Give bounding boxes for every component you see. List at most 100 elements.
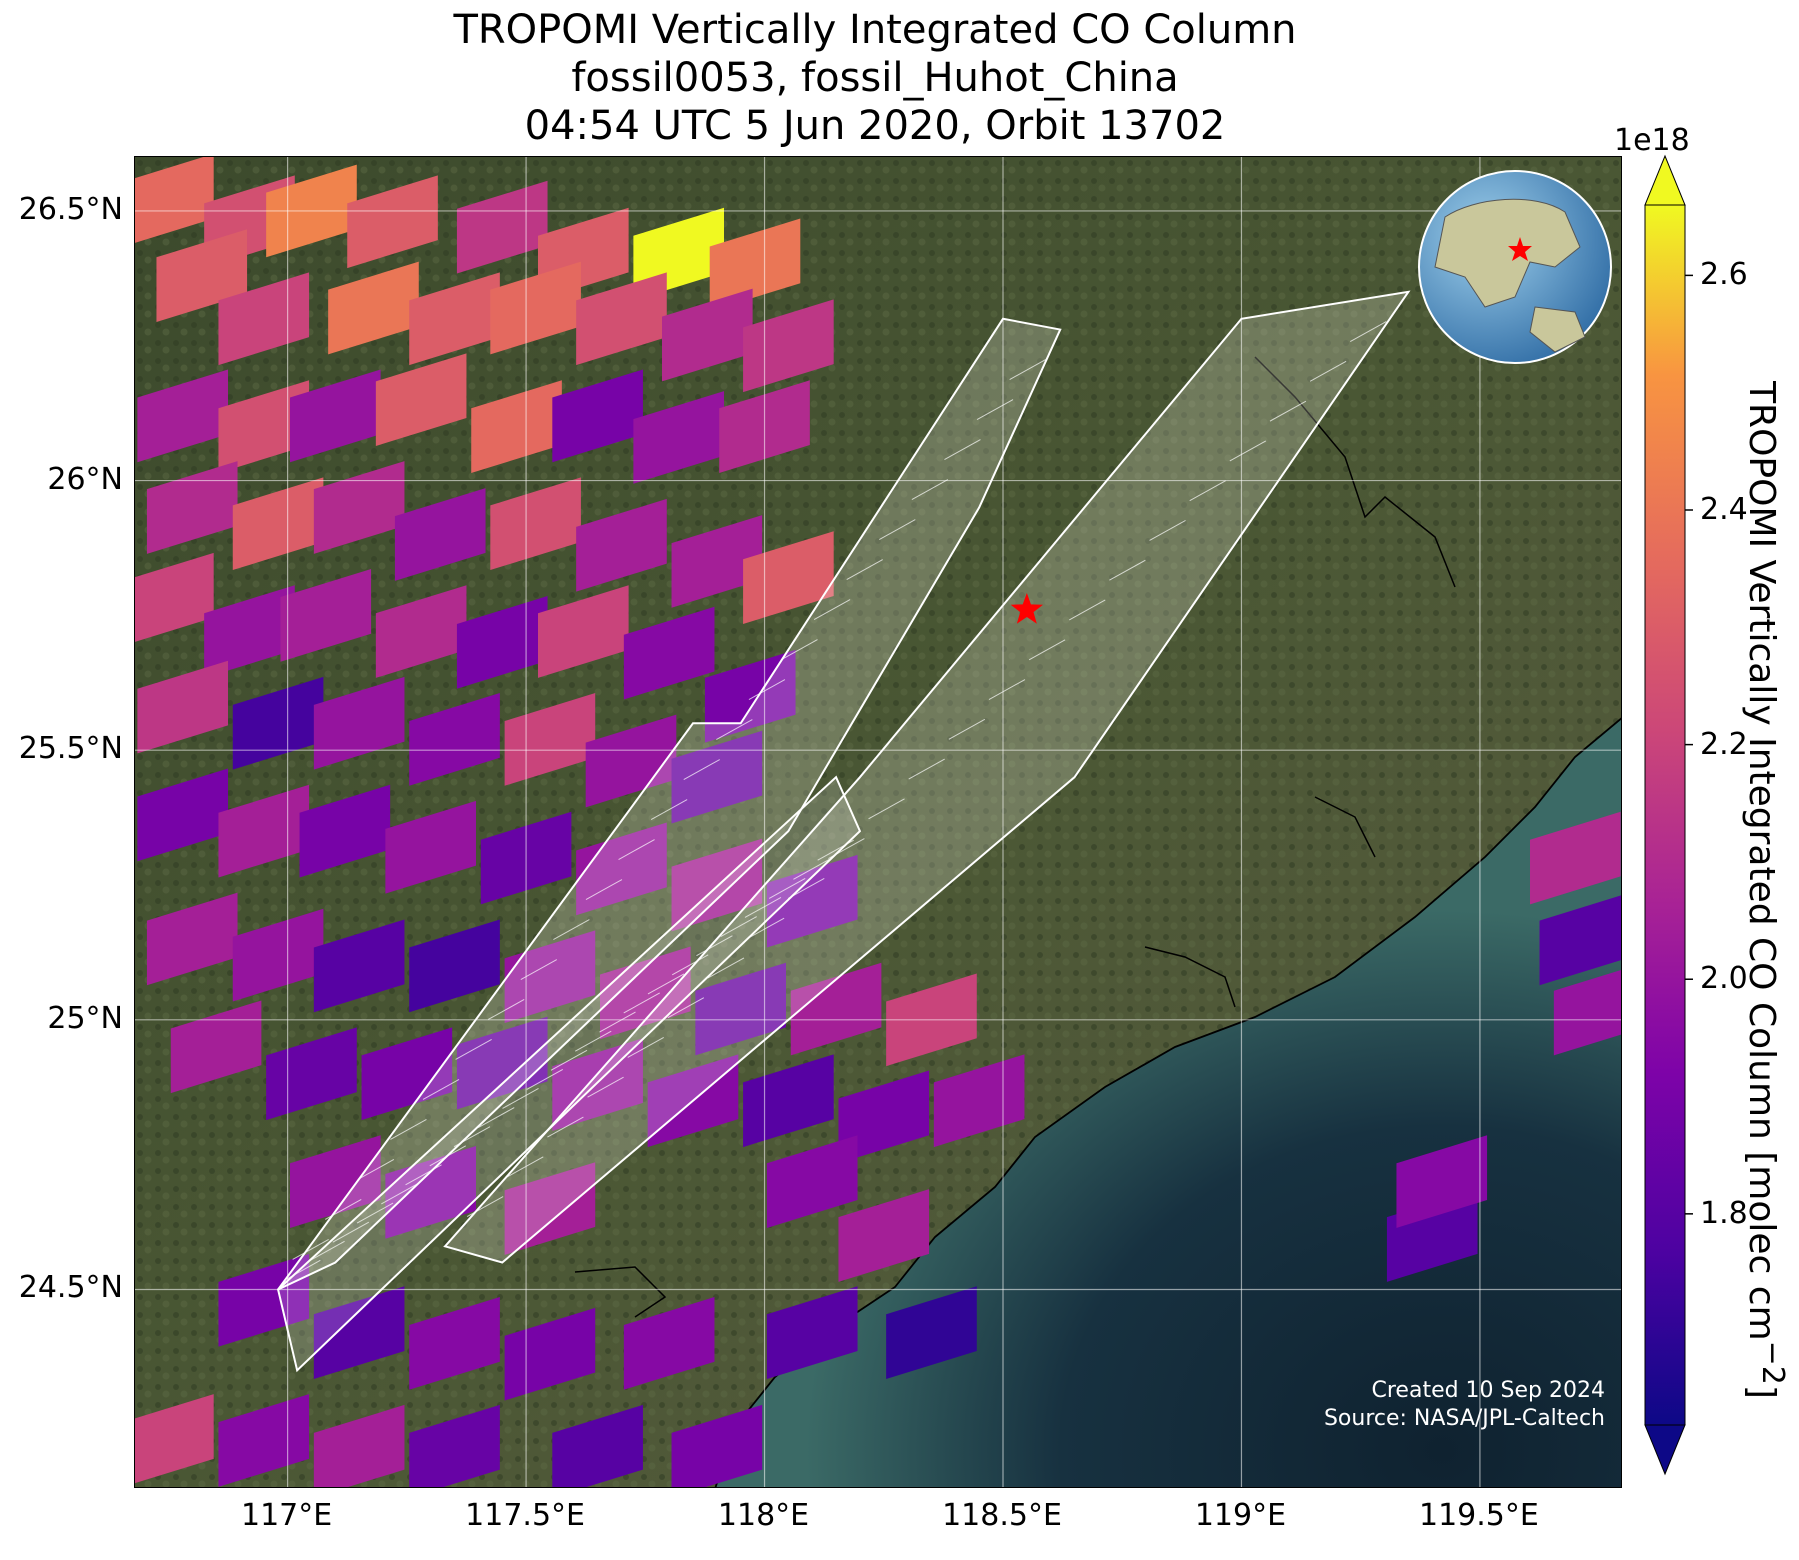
swath-grid-line xyxy=(547,1116,584,1138)
swath-grid-line xyxy=(381,1183,418,1205)
source-credit: Source: NASA/JPL-Caltech xyxy=(1323,1406,1605,1431)
swath-grid-line xyxy=(520,959,558,980)
co-pixel xyxy=(766,1286,858,1379)
swath-grid-line xyxy=(911,479,949,500)
swath-grid-line xyxy=(793,858,830,880)
swath-grid-line xyxy=(908,758,945,780)
swath-grid-line xyxy=(357,1159,395,1180)
longitude-tick-label: 118°E xyxy=(717,1498,810,1533)
swath-grid-line xyxy=(1350,321,1387,343)
colorbar-label-exponent: −2 xyxy=(1755,1340,1790,1385)
longitude-tick-label: 117.5°E xyxy=(465,1498,585,1533)
basemap xyxy=(135,157,1621,1487)
co-pixel xyxy=(218,380,310,473)
co-pixel xyxy=(743,1054,834,1148)
swath-grid-line xyxy=(292,1239,329,1260)
co-pixel xyxy=(232,676,324,770)
site-marker xyxy=(1010,592,1044,624)
co-pixel xyxy=(1396,1135,1488,1228)
swath-grid-line xyxy=(1309,360,1347,382)
co-pixel xyxy=(290,369,381,463)
latitude-tick-label: 26°N xyxy=(47,461,123,497)
swath-grid-line xyxy=(587,1076,624,1098)
co-pixel xyxy=(375,353,467,447)
swath-grid-line xyxy=(1069,599,1106,621)
map-panel[interactable]: Created 10 Sep 2024 Source: NASA/JPL-Cal… xyxy=(134,156,1622,1488)
swath-grid-line xyxy=(487,999,525,1020)
longitude-tick-label: 119.5°E xyxy=(1419,1498,1539,1533)
swath-grid-line xyxy=(550,1049,588,1071)
longitude-tick-label: 119°E xyxy=(1194,1498,1287,1533)
co-pixel xyxy=(585,714,677,808)
swath-grid-line xyxy=(526,1068,563,1090)
co-pixel xyxy=(1539,895,1621,986)
co-pixel xyxy=(409,1404,500,1487)
swath-grid-line xyxy=(988,679,1026,700)
swath-grid-line xyxy=(868,798,905,820)
colorbar-tick-label: 2.4 xyxy=(1700,492,1748,527)
swath-grid-line xyxy=(817,839,854,861)
co-pixel xyxy=(361,1027,453,1121)
co-pixel xyxy=(137,369,228,463)
colorbar-gradient xyxy=(1644,204,1686,1426)
latitude-tick-label: 24.5°N xyxy=(18,1270,123,1306)
longitude-tick-label: 117°E xyxy=(241,1498,333,1533)
co-pixel xyxy=(135,1394,214,1484)
co-pixel xyxy=(146,892,238,986)
co-pixel xyxy=(552,369,643,463)
co-pixel xyxy=(1530,811,1621,905)
swath-grid-line xyxy=(599,1011,636,1033)
swath-grid-line xyxy=(748,679,786,700)
swath-grid-line xyxy=(647,973,685,995)
swath-grid-line xyxy=(390,1119,427,1140)
swath-grid-line xyxy=(1269,400,1307,422)
co-pixel xyxy=(790,962,882,1056)
co-pixel xyxy=(490,477,581,571)
swath-grid-line xyxy=(1028,639,1066,661)
swath-grid-line xyxy=(455,1039,492,1060)
co-pixel xyxy=(218,272,310,366)
swath-grid-line xyxy=(308,1240,345,1262)
created-credit: Created 10 Sep 2024 xyxy=(1371,1378,1606,1403)
swath-grid-line xyxy=(618,839,655,860)
co-pixel xyxy=(385,800,476,894)
co-pixel xyxy=(576,498,667,592)
latitude-tick-label: 25°N xyxy=(47,1000,123,1036)
swath-grid-line xyxy=(846,559,883,580)
co-pixel xyxy=(375,585,467,678)
co-pixel xyxy=(671,1404,763,1487)
chart-subtitle-time: 04:54 UTC 5 Jun 2020, Orbit 13702 xyxy=(524,103,1226,149)
colorbar xyxy=(1644,154,1693,1476)
colorbar-tick-label: 2.6 xyxy=(1700,257,1748,293)
swath-grid-line xyxy=(788,877,825,899)
swath-grid-line xyxy=(422,1079,460,1100)
co-pixel xyxy=(135,157,214,243)
swath-grid-line xyxy=(650,799,688,820)
swath-grid-line xyxy=(879,519,916,540)
co-pixel xyxy=(170,1000,262,1094)
co-pixel xyxy=(218,784,310,878)
swath-grid-line xyxy=(716,719,753,740)
map-canvas[interactable] xyxy=(135,157,1622,1488)
swath-grid-line xyxy=(1009,359,1046,380)
co-pixel xyxy=(394,488,486,581)
co-pixel xyxy=(504,1162,596,1255)
swath-grid-line xyxy=(720,916,757,938)
gridlines xyxy=(135,157,1621,1487)
co-pixel xyxy=(743,531,834,624)
chart-title: TROPOMI Vertically Integrated CO Column xyxy=(453,7,1297,53)
swath-grid-line xyxy=(623,992,660,1014)
co-pixel xyxy=(886,1286,977,1379)
swath-grid-line xyxy=(585,879,623,900)
co-pixel xyxy=(766,854,858,948)
co-pixel xyxy=(504,1307,596,1401)
co-pixel xyxy=(232,908,324,1002)
swath-grid-line xyxy=(976,399,1014,420)
co-pixel xyxy=(471,380,562,473)
latitude-tick-label: 25.5°N xyxy=(18,731,123,767)
co-pixel xyxy=(313,919,405,1013)
co-pixel xyxy=(313,1286,405,1379)
swath-grid-line xyxy=(744,897,782,918)
swath-grid-line xyxy=(707,957,745,979)
co-pixel xyxy=(328,261,419,355)
